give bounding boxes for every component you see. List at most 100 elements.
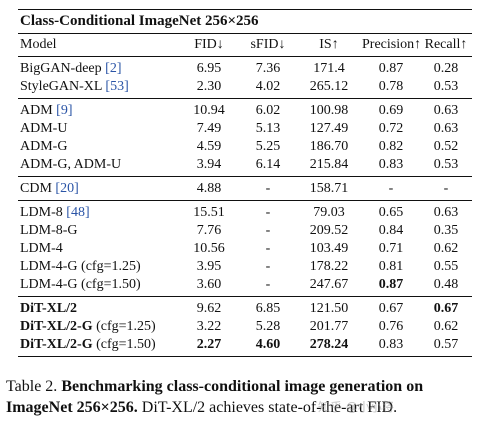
model-name: DiT-XL/2 [20, 301, 78, 316]
top-rule [18, 9, 472, 10]
model-cell: LDM-4-G (cfg=1.25) [18, 258, 178, 276]
is-cell: 278.24 [309, 337, 349, 352]
sfid-cell: 5.25 [255, 139, 281, 154]
model-name: ADM-G [20, 139, 68, 154]
is-cell: 186.70 [309, 139, 349, 154]
precision-cell: 0.78 [378, 79, 404, 94]
col-header-precision: Precision↑ [362, 37, 422, 52]
precision-cell: 0.72 [378, 121, 404, 136]
fid-cell: 9.62 [178, 296, 240, 318]
precision-cell: 0.87 [362, 56, 420, 78]
model-cell: ADM-G, ADM-U [18, 156, 178, 177]
model-cell: StyleGAN-XL [53] [18, 78, 178, 99]
sfid-cell: 6.02 [240, 98, 296, 120]
title-rule [18, 33, 472, 34]
model-name: CDM [20, 181, 56, 196]
sfid-cell: 6.14 [255, 157, 281, 172]
model-cell: DiT-XL/2 [18, 296, 178, 318]
table-row: DiT-XL/2-G (cfg=1.25) 3.22 5.28 201.77 0.76 0… [18, 318, 472, 336]
model-cell: ADM [9] [18, 98, 178, 120]
model-cell: LDM-4-G (cfg=1.50) [18, 276, 178, 297]
table-row: ADM-G, ADM-U 3.94 6.14 215.84 0.83 0.53 [18, 156, 472, 177]
citation-link[interactable]: [2] [105, 61, 122, 76]
table-row: LDM-4-G (cfg=1.50) 3.60 - 247.67 0.87 0.48 [18, 276, 472, 297]
is-cell: 247.67 [309, 277, 349, 292]
recall-cell: 0.67 [420, 296, 472, 318]
table-row: DiT-XL/2 9.62 6.85 121.50 0.67 0.67 [18, 296, 472, 318]
model-name: StyleGAN-XL [20, 79, 106, 94]
col-header-recall: Recall↑ [424, 37, 468, 52]
col-header-is: IS↑ [319, 37, 339, 52]
sfid-cell: - [240, 200, 296, 222]
model-name: LDM-4-G (cfg=1.50) [20, 277, 141, 292]
table-row: LDM-4-G (cfg=1.25) 3.95 - 178.22 0.81 0.55 [18, 258, 472, 276]
fid-cell: 4.88 [178, 176, 240, 201]
model-name: ADM [20, 103, 57, 118]
recall-cell: 0.52 [433, 139, 459, 154]
col-header-fid: FID↓ [194, 37, 224, 52]
is-cell: 201.77 [309, 319, 349, 334]
model-name: DiT-XL/2-G [20, 319, 93, 334]
table-row: LDM-8-G 7.76 - 209.52 0.84 0.35 [18, 222, 472, 240]
citation-link[interactable]: [53] [105, 79, 129, 94]
fid-cell: 3.95 [196, 259, 222, 274]
table-row: ADM [9] 10.94 6.02 100.98 0.69 0.63 [18, 98, 472, 120]
model-name: DiT-XL/2-G [20, 337, 93, 352]
fid-cell: 10.94 [178, 98, 240, 120]
recall-cell: 0.48 [433, 277, 459, 292]
model-cell: LDM-4 [18, 240, 178, 258]
sfid-cell: 7.36 [240, 56, 296, 78]
recall-cell: 0.28 [420, 56, 472, 78]
sfid-cell: 5.13 [255, 121, 281, 136]
table-row: LDM-8 [48] 15.51-79.03 0.65 0.63 [18, 200, 472, 222]
is-cell: 171.4 [296, 56, 362, 78]
recall-cell: 0.63 [420, 200, 472, 222]
model-name: ADM-G, ADM-U [20, 157, 122, 172]
citation-link[interactable]: [20] [55, 181, 79, 196]
bottom-rule [18, 356, 472, 357]
citation-link[interactable]: [9] [56, 103, 73, 118]
is-cell: 265.12 [309, 79, 349, 94]
recall-cell: 0.53 [433, 157, 459, 172]
recall-cell: 0.53 [433, 79, 459, 94]
table-caption: Table 2. Benchmarking class-conditional … [6, 376, 482, 418]
recall-cell: 0.62 [433, 241, 459, 256]
fid-cell: 7.49 [196, 121, 222, 136]
model-name: LDM-4 [20, 241, 63, 256]
table-row: StyleGAN-XL [53] 2.30 4.02 265.12 0.78 0.53 [18, 78, 472, 99]
is-cell: 127.49 [309, 121, 349, 136]
model-name: LDM-4-G (cfg=1.25) [20, 259, 141, 274]
watermark: 知乎 @小小将 [318, 400, 394, 414]
fid-cell: 7.76 [196, 223, 222, 238]
results-table: Model FID↓ sFID↓ IS↑ Precision↑ Recall↑ … [18, 34, 472, 356]
is-cell: 79.03 [296, 200, 362, 222]
sfid-cell: 4.60 [255, 337, 281, 352]
table-row: CDM [20] 4.88-158.71- - [18, 176, 472, 201]
sfid-cell: 4.02 [255, 79, 281, 94]
is-cell: 215.84 [309, 157, 349, 172]
col-header-model: Model [20, 37, 57, 52]
citation-link[interactable]: [48] [66, 205, 90, 220]
precision-cell: 0.81 [378, 259, 404, 274]
fid-cell: 3.94 [196, 157, 222, 172]
precision-cell: 0.71 [378, 241, 404, 256]
recall-cell: 0.63 [420, 98, 472, 120]
model-cell: ADM-G [18, 138, 178, 156]
model-name: ADM-U [20, 121, 68, 136]
precision-cell: 0.67 [362, 296, 420, 318]
precision-cell: 0.69 [362, 98, 420, 120]
recall-cell: 0.62 [433, 319, 459, 334]
model-cell: BigGAN-deep [2] [18, 56, 178, 78]
recall-cell: 0.55 [433, 259, 459, 274]
precision-cell: 0.83 [378, 157, 404, 172]
recall-cell: 0.35 [433, 223, 459, 238]
is-cell: 209.52 [309, 223, 349, 238]
recall-cell: 0.57 [433, 337, 459, 352]
model-name: BigGAN-deep [20, 61, 106, 76]
model-cfg: (cfg=1.50) [92, 337, 156, 352]
recall-cell: - [420, 176, 472, 201]
table-row: ADM-G 4.59 5.25 186.70 0.82 0.52 [18, 138, 472, 156]
precision-cell: 0.76 [378, 319, 404, 334]
precision-cell: - [362, 176, 420, 201]
precision-cell: 0.87 [378, 277, 404, 292]
